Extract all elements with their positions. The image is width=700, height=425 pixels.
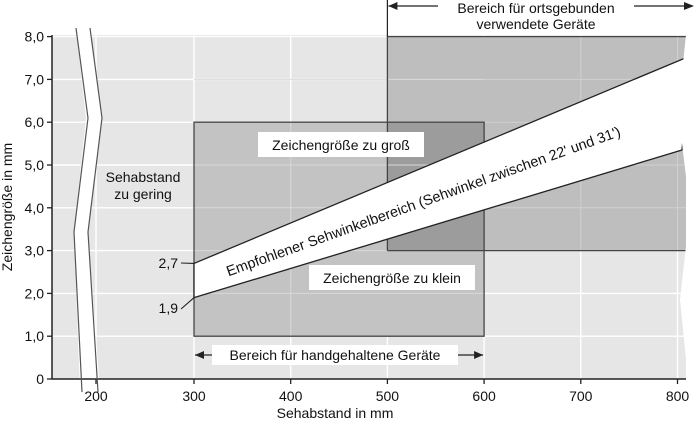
- axis-break-edge: [73, 27, 89, 393]
- arrow-head-right: [474, 351, 484, 359]
- handheld-outline: [193, 121, 485, 337]
- stationary-range-label-line1: Bereich für ortsgebunden: [457, 0, 614, 16]
- band-upper-start-label: 2,7: [159, 255, 179, 271]
- handheld-range-label: Bereich für handgehaltene Geräte: [230, 347, 441, 363]
- x-tick-label: 600: [472, 388, 496, 404]
- axis-break-edge: [87, 27, 103, 393]
- y-tick-label: 7,0: [25, 71, 45, 87]
- y-tick-label: 1,0: [25, 328, 45, 344]
- lower-leader: [180, 297, 195, 310]
- too-close-label-line2: zu gering: [114, 186, 172, 202]
- y-tick-label: 4,0: [25, 200, 45, 216]
- stationary-range-label-bg: [438, 0, 634, 34]
- too-small-label: Zeichengröße zu klein: [323, 270, 461, 286]
- x-tick-label: 500: [376, 388, 400, 404]
- y-tick-label: 0: [36, 371, 44, 387]
- x-tick-label: 700: [569, 388, 593, 404]
- too-small-label-bg: [309, 265, 475, 290]
- arrow-head-right: [684, 2, 694, 10]
- too-large-label: Zeichengröße zu groß: [272, 137, 410, 153]
- x-tick-label: 400: [279, 388, 303, 404]
- y-tick-label: 6,0: [25, 114, 45, 130]
- arrow-head-left: [195, 351, 204, 359]
- axis-break-mark: [74, 28, 102, 392]
- recommended-angle-band: [193, 54, 691, 299]
- axes: [47, 35, 686, 384]
- y-tick-label: 3,0: [25, 243, 45, 259]
- stationary-range-label-line2: verwendete Geräte: [476, 16, 595, 32]
- y-tick-labels: 0 1,0 2,0 3,0 4,0 5,0 6,0 7,0 8,0: [25, 29, 45, 387]
- y-tick-label: 5,0: [25, 157, 45, 173]
- x-tick-labels: 200 300 400 500 600 700 800: [84, 388, 689, 404]
- arrow-head-left: [388, 2, 398, 10]
- band-start-leader-lines: [180, 262, 195, 310]
- too-close-label-line1: Sehabstand: [106, 169, 181, 185]
- x-tick-label: 200: [84, 388, 108, 404]
- right-break-mark: [678, 35, 700, 379]
- y-tick-label: 2,0: [25, 285, 45, 301]
- band-lower-start-label: 1,9: [159, 300, 179, 316]
- handheld-range-label-bg: [212, 345, 458, 365]
- y-axis-title: Zeichengröße in mm: [0, 143, 15, 271]
- y-tick-label: 8,0: [25, 29, 45, 45]
- x-tick-label: 300: [182, 388, 206, 404]
- too-large-label-bg: [258, 132, 424, 157]
- x-axis-title: Sehabstand in mm: [277, 405, 394, 421]
- x-tick-label: 800: [666, 388, 690, 404]
